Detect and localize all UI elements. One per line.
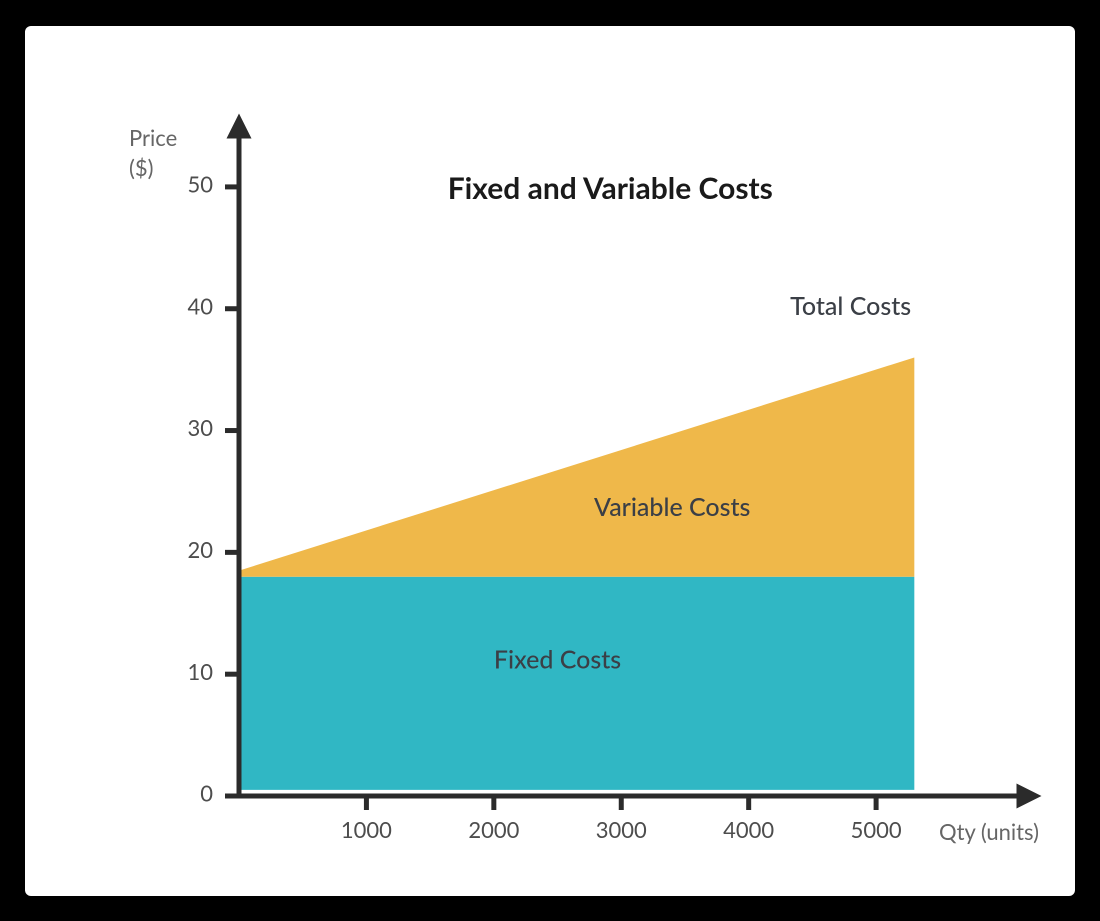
y-tick-label: 20 <box>187 535 213 562</box>
y-axis-label-1: Price <box>129 124 177 151</box>
x-tick-label: 2000 <box>468 816 519 843</box>
y-axis-label-2: ($) <box>129 154 154 181</box>
fixed-costs-area <box>239 576 914 789</box>
chart-frame: 0 10 20 30 40 50 1000 2000 3000 4000 5000 Price ($) Q… <box>25 26 1075 896</box>
fixed-costs-label: Fixed Costs <box>494 644 621 674</box>
variable-costs-label: Variable Costs <box>594 492 750 522</box>
y-tick-label: 0 <box>200 779 213 806</box>
chart-title: Fixed and Variable Costs <box>448 170 773 206</box>
y-tick-label: 50 <box>187 170 213 197</box>
total-costs-label: Total Costs <box>790 291 911 321</box>
y-tick-label: 40 <box>187 292 213 319</box>
x-tick-label: 4000 <box>723 816 774 843</box>
variable-costs-area <box>239 357 914 576</box>
y-tick-label: 30 <box>187 414 213 441</box>
x-tick-label: 5000 <box>851 816 902 843</box>
cost-chart: 0 10 20 30 40 50 1000 2000 3000 4000 5000 Price ($) Q… <box>25 26 1075 896</box>
y-tick-label: 10 <box>187 657 213 684</box>
x-tick-label: 1000 <box>341 816 392 843</box>
x-tick-label: 3000 <box>596 816 647 843</box>
x-axis-label: Qty (units) <box>939 818 1039 845</box>
